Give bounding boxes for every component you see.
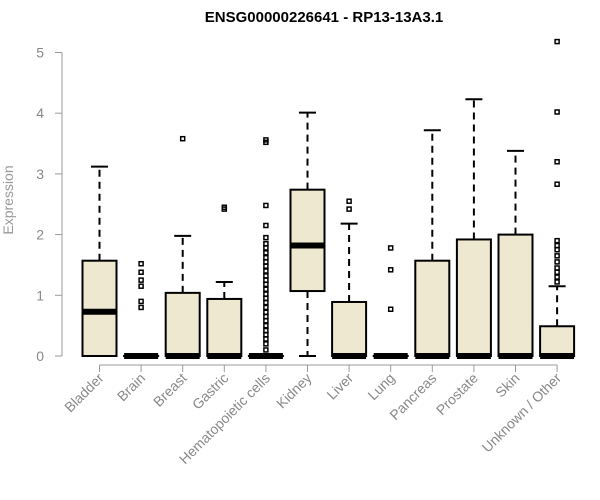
outlier-point xyxy=(263,336,269,342)
box-liver xyxy=(331,198,368,359)
outlier-point xyxy=(263,347,269,353)
outlier-point xyxy=(263,304,269,311)
box-skin xyxy=(497,149,534,359)
outlier-point xyxy=(554,181,560,187)
outlier-point xyxy=(554,253,560,259)
outlier-point xyxy=(263,332,269,338)
outlier-point xyxy=(554,265,560,271)
outlier-point xyxy=(263,313,269,320)
outlier-point xyxy=(263,286,269,292)
outlier-point xyxy=(263,268,269,274)
x-tick-label: Lung xyxy=(364,370,397,403)
outlier-point xyxy=(263,254,269,261)
outlier-point xyxy=(263,327,269,334)
outlier-point xyxy=(138,277,144,283)
outlier-point xyxy=(263,263,269,269)
outlier-point xyxy=(263,309,269,316)
outlier-point xyxy=(263,318,269,324)
outlier-point xyxy=(263,273,269,279)
box-breast xyxy=(164,135,201,359)
outlier-point xyxy=(554,159,560,165)
outlier-point xyxy=(346,198,352,204)
x-tick-label: Prostate xyxy=(433,370,481,418)
outlier-point xyxy=(138,283,144,289)
y-tick-label: 3 xyxy=(36,166,44,182)
box-series xyxy=(81,38,576,359)
outlier-point xyxy=(263,281,269,288)
box-prostate xyxy=(455,98,492,359)
outlier-point xyxy=(179,135,186,142)
outlier-point xyxy=(263,240,269,247)
outlier-point xyxy=(554,274,560,280)
box-unknown-other xyxy=(539,38,576,359)
x-tick-label: Brain xyxy=(114,370,148,404)
outlier-point xyxy=(387,306,394,313)
outlier-point xyxy=(263,295,269,302)
box-pancreas xyxy=(414,129,451,359)
outlier-point xyxy=(554,259,560,265)
outlier-point xyxy=(221,204,228,211)
outlier-point xyxy=(554,237,560,244)
box-brain xyxy=(123,260,160,359)
y-tick-label: 2 xyxy=(36,227,44,243)
outlier-point xyxy=(554,109,560,115)
iqr-box xyxy=(331,300,368,357)
box-lung xyxy=(372,245,409,359)
outlier-point xyxy=(263,291,269,297)
outlier-point xyxy=(138,269,144,275)
outlier-point xyxy=(387,245,394,251)
outlier-point xyxy=(346,206,352,212)
box-bladder xyxy=(81,165,118,357)
x-tick-label: Unknown / Other xyxy=(479,370,565,456)
y-tick-label: 0 xyxy=(36,348,44,364)
outlier-point xyxy=(138,304,144,311)
y-tick-label: 5 xyxy=(36,45,44,61)
y-axis: 0 1 2 3 4 5 xyxy=(36,45,63,364)
x-tick-label: Kidney xyxy=(273,370,315,412)
x-tick-label: Breast xyxy=(150,370,190,410)
outlier-point xyxy=(554,279,560,285)
box-hematopoietic-cells xyxy=(247,137,284,359)
iqr-box xyxy=(206,297,243,357)
outlier-point xyxy=(263,245,269,251)
x-tick-label: Skin xyxy=(492,370,523,401)
outlier-point xyxy=(263,250,269,256)
outlier-point xyxy=(263,341,269,347)
iqr-box xyxy=(539,325,576,357)
outlier-point xyxy=(554,242,560,249)
box-kidney xyxy=(289,111,326,357)
outlier-point xyxy=(263,299,269,306)
x-tick-label: Bladder xyxy=(61,370,107,416)
outlier-point xyxy=(554,38,560,45)
y-tick-label: 1 xyxy=(36,287,44,303)
iqr-box xyxy=(289,188,326,293)
outlier-point xyxy=(263,259,269,265)
outlier-point xyxy=(263,322,269,329)
outlier-point xyxy=(263,137,269,143)
outlier-point xyxy=(263,277,269,283)
y-axis-label: Expression xyxy=(0,165,16,234)
outlier-point xyxy=(263,222,269,229)
outlier-point xyxy=(554,247,560,253)
x-tick-label: Liver xyxy=(323,370,356,403)
iqr-box xyxy=(497,233,534,358)
iqr-box xyxy=(455,238,492,357)
iqr-box xyxy=(164,291,201,358)
iqr-box xyxy=(414,259,451,357)
outlier-point xyxy=(263,234,269,241)
outlier-point xyxy=(138,260,144,267)
outlier-point xyxy=(387,267,394,273)
outlier-point xyxy=(554,269,560,275)
outlier-point xyxy=(138,298,144,305)
y-tick-label: 4 xyxy=(36,105,44,121)
outlier-point xyxy=(263,202,269,209)
box-gastric xyxy=(206,204,243,359)
chart-title: ENSG00000226641 - RP13-13A3.1 xyxy=(205,9,444,26)
iqr-box xyxy=(81,259,118,357)
